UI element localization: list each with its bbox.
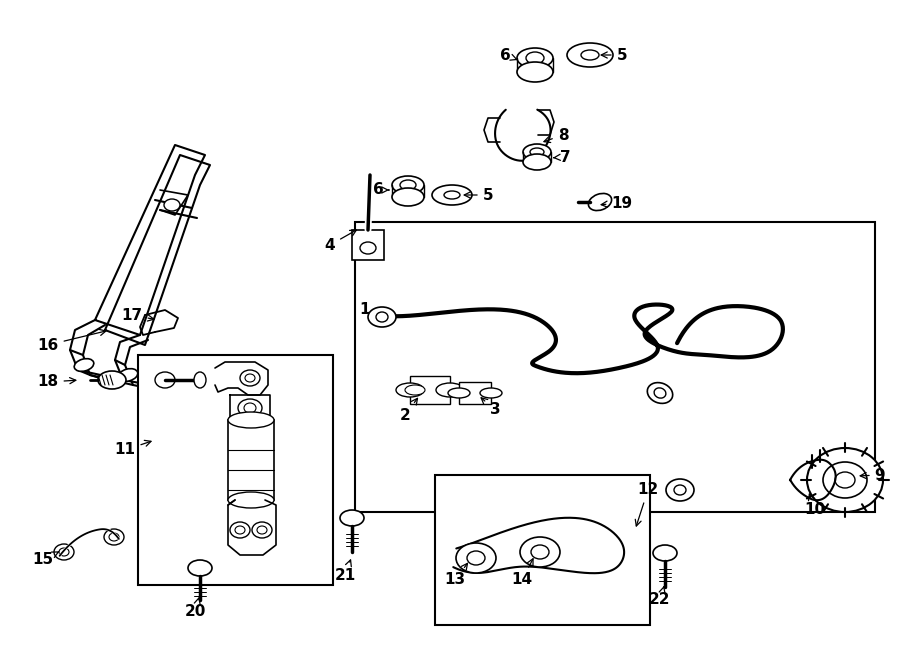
Bar [410,376,450,404]
Text: 9: 9 [860,467,886,483]
Ellipse shape [235,526,245,534]
Ellipse shape [400,180,416,190]
Ellipse shape [164,199,180,211]
Ellipse shape [526,52,544,64]
Text: 5: 5 [464,188,493,202]
Ellipse shape [444,191,460,199]
Text: 13: 13 [445,563,467,588]
Text: 2: 2 [400,399,418,422]
Ellipse shape [392,188,424,206]
Ellipse shape [653,545,677,561]
Ellipse shape [194,372,206,388]
Ellipse shape [118,369,138,381]
Ellipse shape [567,43,613,67]
Text: 20: 20 [184,598,206,619]
Ellipse shape [238,399,262,417]
Ellipse shape [517,48,553,68]
Ellipse shape [467,551,485,565]
Ellipse shape [376,312,388,322]
Ellipse shape [432,185,472,205]
Bar [435,475,650,625]
Ellipse shape [74,359,94,371]
Text: 6: 6 [373,182,389,198]
Text: 3: 3 [482,398,500,418]
Ellipse shape [523,154,551,170]
Ellipse shape [448,388,470,398]
Ellipse shape [340,510,364,526]
Ellipse shape [523,144,551,160]
Ellipse shape [228,492,274,508]
Bar [138,355,333,585]
Ellipse shape [240,370,260,386]
Ellipse shape [530,148,544,156]
Ellipse shape [257,526,267,534]
Bar [355,222,875,512]
Ellipse shape [188,560,212,576]
Ellipse shape [823,462,867,498]
Ellipse shape [396,383,424,397]
Text: 18: 18 [38,375,76,389]
Ellipse shape [104,529,124,545]
Ellipse shape [807,448,883,512]
Text: 17: 17 [122,307,154,323]
Text: 10: 10 [805,494,825,518]
Ellipse shape [517,62,553,82]
Text: 14: 14 [511,559,533,588]
Ellipse shape [392,176,424,194]
Ellipse shape [54,544,74,560]
Ellipse shape [480,388,502,398]
Ellipse shape [59,548,69,556]
Text: 21: 21 [335,560,356,582]
Ellipse shape [109,533,119,541]
Text: 15: 15 [32,552,58,568]
Ellipse shape [520,537,560,567]
Ellipse shape [835,472,855,488]
Ellipse shape [230,522,250,538]
Text: 1: 1 [360,303,386,317]
Bar [352,230,384,260]
Ellipse shape [244,403,256,413]
Bar [459,382,491,404]
Ellipse shape [674,485,686,495]
Ellipse shape [252,522,272,538]
Text: 4: 4 [325,230,356,253]
Ellipse shape [228,412,274,428]
Ellipse shape [155,372,175,388]
Ellipse shape [405,385,425,395]
Ellipse shape [581,50,599,60]
Ellipse shape [245,374,255,382]
Ellipse shape [436,383,464,397]
Text: 6: 6 [500,48,517,63]
Text: 5: 5 [601,48,627,63]
Ellipse shape [98,371,126,389]
Ellipse shape [360,242,376,254]
Ellipse shape [654,388,666,398]
Ellipse shape [589,194,612,211]
Bar [228,420,274,500]
Ellipse shape [368,307,396,327]
Text: 7: 7 [554,149,571,165]
Text: 8: 8 [544,128,568,143]
Text: 11: 11 [114,440,151,457]
Text: 12: 12 [635,483,659,526]
Text: 16: 16 [38,329,106,352]
Ellipse shape [647,383,672,403]
Ellipse shape [666,479,694,501]
Text: 22: 22 [649,587,670,607]
Ellipse shape [531,545,549,559]
Ellipse shape [456,543,496,573]
Text: 19: 19 [601,196,633,210]
